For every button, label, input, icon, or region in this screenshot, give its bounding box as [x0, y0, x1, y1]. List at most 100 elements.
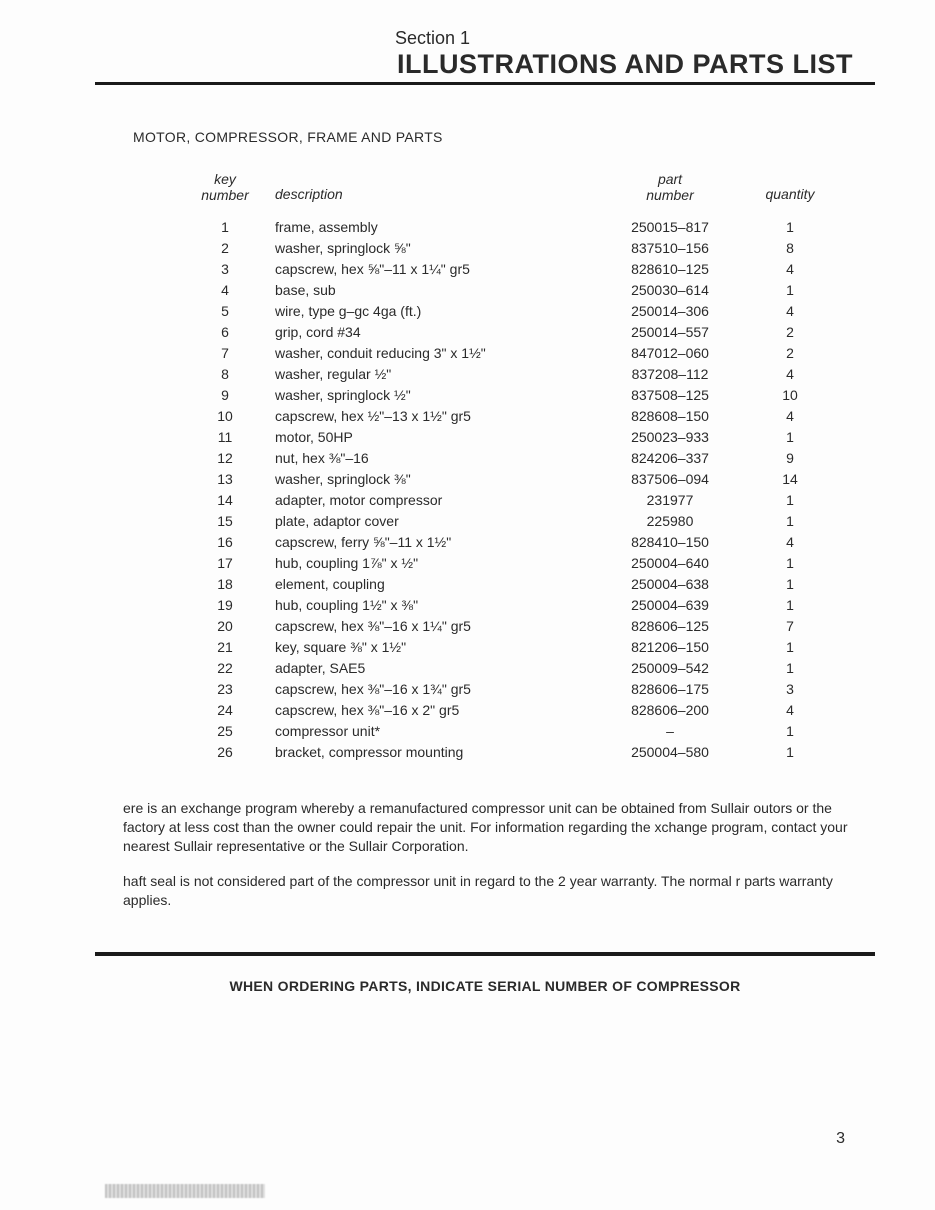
table-row: 15plate, adaptor cover2259801	[175, 511, 875, 532]
table-row: 2washer, springlock ⅝"837510–1568	[175, 238, 875, 259]
cell-part-number: 225980	[595, 511, 745, 532]
table-row: 17hub, coupling 1⅞" x ½"250004–6401	[175, 553, 875, 574]
cell-key: 17	[175, 553, 275, 574]
cell-part-number: 828606–175	[595, 679, 745, 700]
parts-group-heading: MOTOR, COMPRESSOR, FRAME AND PARTS	[133, 129, 875, 145]
cell-quantity: 4	[745, 259, 835, 280]
cell-quantity: 1	[745, 595, 835, 616]
cell-part-number: 250009–542	[595, 658, 745, 679]
cell-part-number: –	[595, 721, 745, 742]
table-row: 20capscrew, hex ⅜"–16 x 1¼" gr5828606–12…	[175, 616, 875, 637]
cell-description: capscrew, hex ⅜"–16 x 1¼" gr5	[275, 616, 595, 637]
table-row: 1frame, assembly250015–8171	[175, 217, 875, 238]
cell-part-number: 824206–337	[595, 448, 745, 469]
cell-description: capscrew, hex ⅜"–16 x 1¾" gr5	[275, 679, 595, 700]
rule-top	[95, 82, 875, 85]
cell-key: 8	[175, 364, 275, 385]
cell-description: washer, springlock ⅜"	[275, 469, 595, 490]
cell-part-number: 250004–639	[595, 595, 745, 616]
cell-part-number: 250004–638	[595, 574, 745, 595]
cell-quantity: 1	[745, 658, 835, 679]
cell-part-number: 837506–094	[595, 469, 745, 490]
cell-quantity: 4	[745, 406, 835, 427]
cell-key: 21	[175, 637, 275, 658]
cell-part-number: 250004–580	[595, 742, 745, 763]
cell-description: compressor unit*	[275, 721, 595, 742]
cell-part-number: 828606–125	[595, 616, 745, 637]
cell-key: 14	[175, 490, 275, 511]
header-part-1: part	[595, 171, 745, 187]
cell-part-number: 250004–640	[595, 553, 745, 574]
cell-description: adapter, motor compressor	[275, 490, 595, 511]
header-part-2: number	[595, 187, 745, 203]
scan-artifact	[105, 1184, 265, 1198]
cell-key: 1	[175, 217, 275, 238]
cell-key: 5	[175, 301, 275, 322]
header-key-2: number	[175, 187, 275, 203]
cell-key: 9	[175, 385, 275, 406]
cell-description: wire, type g–gc 4ga (ft.)	[275, 301, 595, 322]
cell-description: plate, adaptor cover	[275, 511, 595, 532]
cell-key: 26	[175, 742, 275, 763]
cell-quantity: 2	[745, 322, 835, 343]
table-header: key number description part number quant…	[175, 171, 875, 203]
cell-quantity: 1	[745, 511, 835, 532]
cell-key: 24	[175, 700, 275, 721]
cell-key: 4	[175, 280, 275, 301]
cell-part-number: 231977	[595, 490, 745, 511]
cell-part-number: 821206–150	[595, 637, 745, 658]
cell-key: 13	[175, 469, 275, 490]
page-number: 3	[836, 1130, 845, 1148]
cell-quantity: 3	[745, 679, 835, 700]
cell-part-number: 250014–557	[595, 322, 745, 343]
cell-description: capscrew, hex ½"–13 x 1½" gr5	[275, 406, 595, 427]
header-key-1: key	[175, 171, 275, 187]
cell-quantity: 1	[745, 217, 835, 238]
cell-quantity: 1	[745, 721, 835, 742]
cell-quantity: 1	[745, 490, 835, 511]
cell-part-number: 250014–306	[595, 301, 745, 322]
table-row: 24capscrew, hex ⅜"–16 x 2" gr5828606–200…	[175, 700, 875, 721]
cell-description: adapter, SAE5	[275, 658, 595, 679]
cell-key: 2	[175, 238, 275, 259]
cell-description: capscrew, ferry ⅝"–11 x 1½"	[275, 532, 595, 553]
rule-bottom	[95, 952, 875, 956]
cell-part-number: 828606–200	[595, 700, 745, 721]
cell-part-number: 250023–933	[595, 427, 745, 448]
table-row: 13washer, springlock ⅜"837506–09414	[175, 469, 875, 490]
cell-description: nut, hex ⅜"–16	[275, 448, 595, 469]
cell-description: washer, springlock ½"	[275, 385, 595, 406]
cell-part-number: 837510–156	[595, 238, 745, 259]
cell-part-number: 828610–125	[595, 259, 745, 280]
cell-part-number: 250015–817	[595, 217, 745, 238]
cell-key: 12	[175, 448, 275, 469]
cell-quantity: 9	[745, 448, 835, 469]
table-row: 9washer, springlock ½"837508–12510	[175, 385, 875, 406]
cell-key: 7	[175, 343, 275, 364]
cell-description: base, sub	[275, 280, 595, 301]
footnote-exchange: ere is an exchange program whereby a rem…	[123, 799, 855, 856]
cell-key: 16	[175, 532, 275, 553]
cell-key: 20	[175, 616, 275, 637]
cell-quantity: 4	[745, 364, 835, 385]
cell-description: bracket, compressor mounting	[275, 742, 595, 763]
cell-description: key, square ⅜" x 1½"	[275, 637, 595, 658]
table-row: 11motor, 50HP250023–9331	[175, 427, 875, 448]
cell-description: washer, conduit reducing 3" x 1½"	[275, 343, 595, 364]
cell-quantity: 1	[745, 742, 835, 763]
cell-quantity: 4	[745, 532, 835, 553]
table-row: 25compressor unit*–1	[175, 721, 875, 742]
table-row: 16capscrew, ferry ⅝"–11 x 1½"828410–1504	[175, 532, 875, 553]
ordering-note: WHEN ORDERING PARTS, INDICATE SERIAL NUM…	[95, 978, 875, 994]
cell-quantity: 1	[745, 427, 835, 448]
cell-key: 3	[175, 259, 275, 280]
header-desc: description	[275, 186, 595, 202]
cell-key: 18	[175, 574, 275, 595]
table-row: 22adapter, SAE5250009–5421	[175, 658, 875, 679]
cell-part-number: 828608–150	[595, 406, 745, 427]
cell-part-number: 837508–125	[595, 385, 745, 406]
table-row: 21key, square ⅜" x 1½"821206–1501	[175, 637, 875, 658]
table-row: 5wire, type g–gc 4ga (ft.)250014–3064	[175, 301, 875, 322]
cell-description: hub, coupling 1⅞" x ½"	[275, 553, 595, 574]
cell-key: 10	[175, 406, 275, 427]
